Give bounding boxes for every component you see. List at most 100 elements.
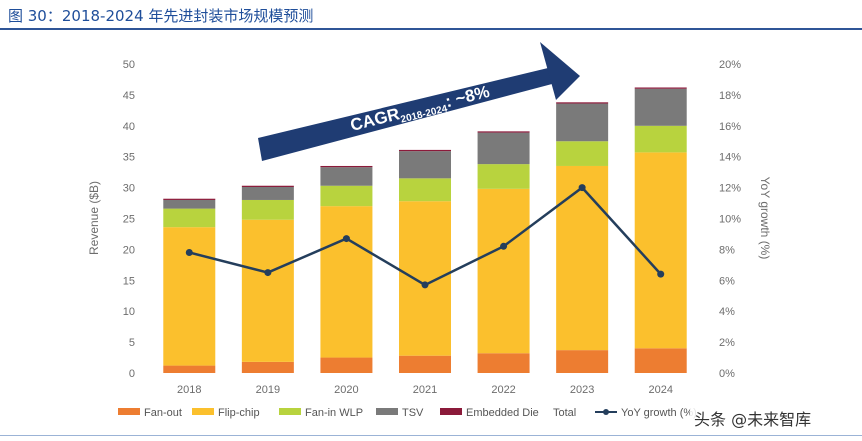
y-tick-right: 16%	[719, 121, 741, 133]
right-axis-ticks: 0% 2% 4% 6% 8% 10% 12% 14% 16% 18% 20%	[719, 59, 741, 380]
bar-segment-tsv	[477, 132, 530, 165]
y-tick-left: 40	[123, 121, 135, 133]
yoy-point	[500, 242, 508, 250]
bar-segment-flip-chip	[477, 188, 530, 354]
y-axis-label-right: YoY growth (%)	[758, 177, 772, 260]
legend-label: Fan-out	[144, 407, 182, 419]
legend-line-marker	[603, 409, 609, 415]
legend-label: Embedded Die	[466, 407, 539, 419]
bar-segment-flip-chip	[320, 206, 373, 358]
y-tick-left: 35	[123, 152, 135, 164]
left-axis-ticks: 0 5 10 15 20 25 30 35 40 45 50	[123, 59, 135, 380]
yoy-point	[185, 248, 193, 256]
y-tick-left: 0	[129, 368, 135, 380]
bar-segment-embedded-die	[399, 149, 451, 152]
legend-swatch	[279, 408, 301, 415]
x-tick-label: 2023	[570, 384, 594, 396]
cagr-arrowhead	[540, 42, 580, 100]
bar-segment-fan-out	[477, 353, 530, 373]
y-tick-left: 10	[123, 306, 135, 318]
bar-segment-fan-out	[320, 357, 373, 373]
bar-segment-fan-in-wlp	[163, 208, 216, 228]
bar-segment-fan-out	[241, 361, 294, 373]
x-tick-label: 2021	[413, 384, 437, 396]
bars-layer	[163, 87, 687, 373]
y-tick-left: 50	[123, 59, 135, 71]
x-tick-label: 2020	[334, 384, 358, 396]
bar-segment-flip-chip	[634, 152, 687, 349]
bottom-divider	[0, 435, 862, 436]
cagr-annotation: CAGR2018-2024: ~8%	[348, 82, 492, 138]
x-tick-label: 2022	[491, 384, 515, 396]
watermark: 头条 @未来智库	[690, 406, 816, 430]
y-tick-left: 45	[123, 90, 135, 102]
yoy-point	[264, 269, 272, 277]
yoy-point	[421, 281, 429, 289]
x-tick-label: 2019	[256, 384, 280, 396]
y-tick-right: 12%	[719, 183, 741, 195]
x-tick-label: 2018	[177, 384, 201, 396]
legend-label: Total	[553, 407, 576, 419]
legend-label: Flip-chip	[218, 407, 260, 419]
legend-label: TSV	[402, 407, 424, 419]
bar-segment-fan-out	[399, 355, 451, 373]
y-tick-left: 20	[123, 244, 135, 256]
bar-segment-tsv	[634, 88, 687, 126]
bar-segment-fan-in-wlp	[399, 178, 451, 202]
bar-segment-flip-chip	[163, 227, 216, 366]
bar-segment-embedded-die	[163, 198, 216, 200]
bar-segment-tsv	[399, 151, 451, 179]
bar-segment-embedded-die	[634, 87, 687, 89]
bar-segment-tsv	[241, 186, 294, 200]
bar-segment-fan-out	[634, 348, 687, 373]
bar-segment-tsv	[163, 199, 216, 209]
bar-segment-fan-in-wlp	[320, 185, 373, 207]
bar-segment-embedded-die	[556, 102, 609, 104]
y-tick-left: 5	[129, 337, 135, 349]
y-tick-left: 25	[123, 214, 135, 226]
y-tick-right: 2%	[719, 337, 735, 349]
y-tick-right: 14%	[719, 152, 741, 164]
title-divider	[0, 28, 862, 30]
y-tick-right: 18%	[719, 90, 741, 102]
yoy-line-layer	[185, 184, 665, 289]
bar-segment-fan-in-wlp	[634, 125, 687, 153]
y-tick-right: 4%	[719, 306, 735, 318]
bar-segment-fan-in-wlp	[556, 141, 609, 166]
bar-segment-tsv	[320, 167, 373, 186]
yoy-point	[342, 235, 350, 243]
bar-segment-tsv	[556, 103, 609, 142]
legend-swatch	[376, 408, 398, 415]
cagr-arrow-group: CAGR2018-2024: ~8%	[258, 42, 580, 161]
yoy-point	[578, 184, 586, 192]
x-tick-label: 2024	[648, 384, 672, 396]
y-tick-right: 8%	[719, 244, 735, 256]
bar-segment-embedded-die	[320, 165, 373, 168]
cagr-arrow	[258, 68, 552, 161]
legend-label: Fan-in WLP	[305, 407, 363, 419]
legend-swatch	[118, 408, 140, 415]
x-axis-ticks: 2018 2019 2020 2021 2022 2023 2024	[177, 384, 673, 396]
bar-segment-flip-chip	[399, 201, 451, 356]
legend: Fan-out Flip-chip Fan-in WLP TSV Embedded Di…	[118, 407, 697, 419]
cagr-suffix: : ~8%	[443, 82, 491, 111]
bar-segment-embedded-die	[241, 185, 294, 187]
bar-segment-flip-chip	[241, 219, 294, 362]
bar-segment-fan-in-wlp	[477, 164, 530, 189]
y-tick-right: 0%	[719, 368, 735, 380]
legend-label: YoY growth (%)	[621, 407, 697, 419]
yoy-point	[657, 270, 665, 278]
page-title: 图 30：2018-2024 年先进封装市场规模预测	[8, 7, 314, 25]
legend-swatch	[440, 408, 462, 415]
bar-segment-fan-out	[163, 365, 216, 373]
y-tick-left: 30	[123, 183, 135, 195]
y-tick-left: 15	[123, 275, 135, 287]
y-axis-label-left: Revenue ($B)	[87, 181, 101, 255]
y-tick-right: 6%	[719, 275, 735, 287]
y-tick-right: 20%	[719, 59, 741, 71]
y-tick-right: 10%	[719, 214, 741, 226]
legend-swatch	[192, 408, 214, 415]
bar-segment-fan-in-wlp	[241, 199, 294, 220]
bar-segment-flip-chip	[556, 165, 609, 351]
